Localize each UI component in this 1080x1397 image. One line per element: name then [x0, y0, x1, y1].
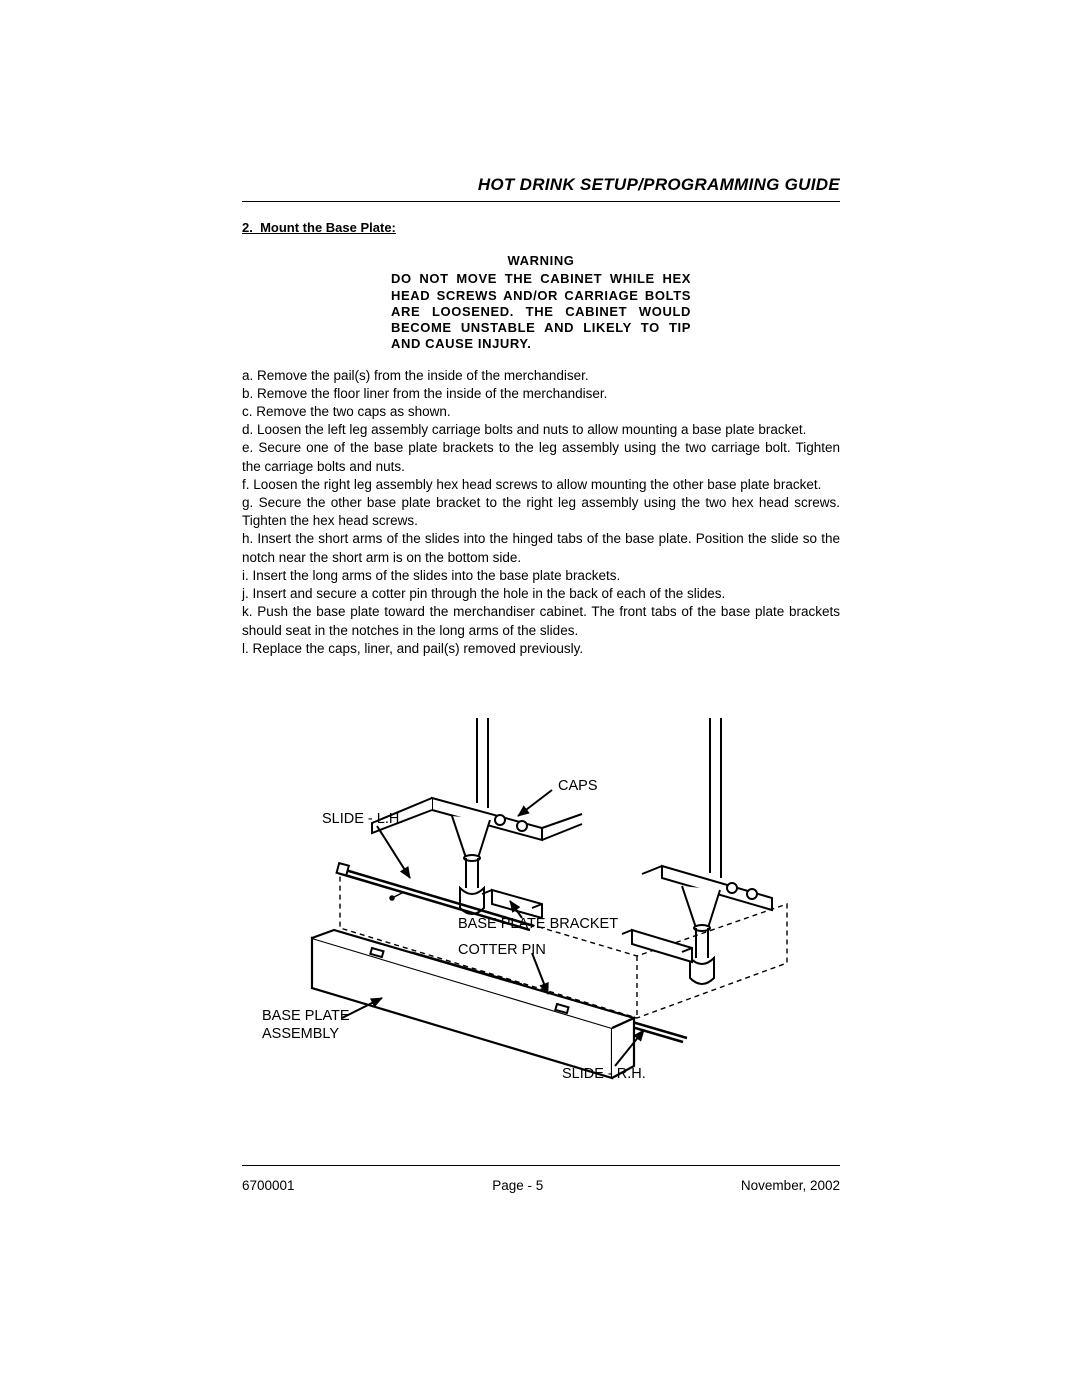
step-item: a. Remove the pail(s) from the inside of… — [242, 367, 840, 385]
step-item: g. Secure the other base plate bracket t… — [242, 494, 840, 530]
step-item: h. Insert the short arms of the slides i… — [242, 530, 840, 566]
label-slide-rh: SLIDE - R.H. — [562, 1066, 646, 1082]
step-item: f. Loosen the right leg assembly hex hea… — [242, 476, 840, 494]
step-item: j. Insert and secure a cotter pin throug… — [242, 585, 840, 603]
label-cotter-pin: COTTER PIN — [458, 942, 546, 958]
doc-number: 6700001 — [242, 1178, 295, 1193]
label-caps: CAPS — [558, 778, 598, 794]
warning-body: DO NOT MOVE THE CABINET WHILE HEX HEAD S… — [391, 271, 691, 352]
warning-title: WARNING — [391, 253, 691, 269]
step-item: c. Remove the two caps as shown. — [242, 403, 840, 421]
figure-diagram: CAPS SLIDE - L.H. BASE PLATE BRACKET COT… — [242, 718, 840, 1108]
step-item: i. Insert the long arms of the slides in… — [242, 567, 840, 585]
section-number: 2. — [242, 220, 253, 235]
step-item: k. Push the base plate toward the mercha… — [242, 603, 840, 639]
doc-date: November, 2002 — [741, 1178, 840, 1193]
label-slide-lh: SLIDE - L.H. — [322, 811, 403, 827]
label-base-plate-bracket: BASE PLATE BRACKET — [458, 916, 618, 932]
section-heading-text: Mount the Base Plate: — [260, 220, 396, 235]
header-title: HOT DRINK SETUP/PROGRAMMING GUIDE — [242, 175, 840, 202]
step-item: d. Loosen the left leg assembly carriage… — [242, 421, 840, 439]
page-number: Page - 5 — [492, 1178, 543, 1193]
diagram-svg — [242, 718, 840, 1108]
page-footer: 6700001 Page - 5 November, 2002 — [242, 1165, 840, 1193]
page-content: HOT DRINK SETUP/PROGRAMMING GUIDE 2. Mou… — [242, 175, 840, 1108]
steps-list: a. Remove the pail(s) from the inside of… — [242, 367, 840, 659]
section-heading: 2. Mount the Base Plate: — [242, 220, 840, 235]
warning-block: WARNING DO NOT MOVE THE CABINET WHILE HE… — [391, 253, 691, 353]
label-base-plate-assembly-2: ASSEMBLY — [262, 1026, 339, 1042]
step-item: b. Remove the floor liner from the insid… — [242, 385, 840, 403]
label-base-plate-assembly-1: BASE PLATE — [262, 1008, 350, 1024]
step-item: e. Secure one of the base plate brackets… — [242, 439, 840, 475]
step-item: l. Replace the caps, liner, and pail(s) … — [242, 640, 840, 658]
